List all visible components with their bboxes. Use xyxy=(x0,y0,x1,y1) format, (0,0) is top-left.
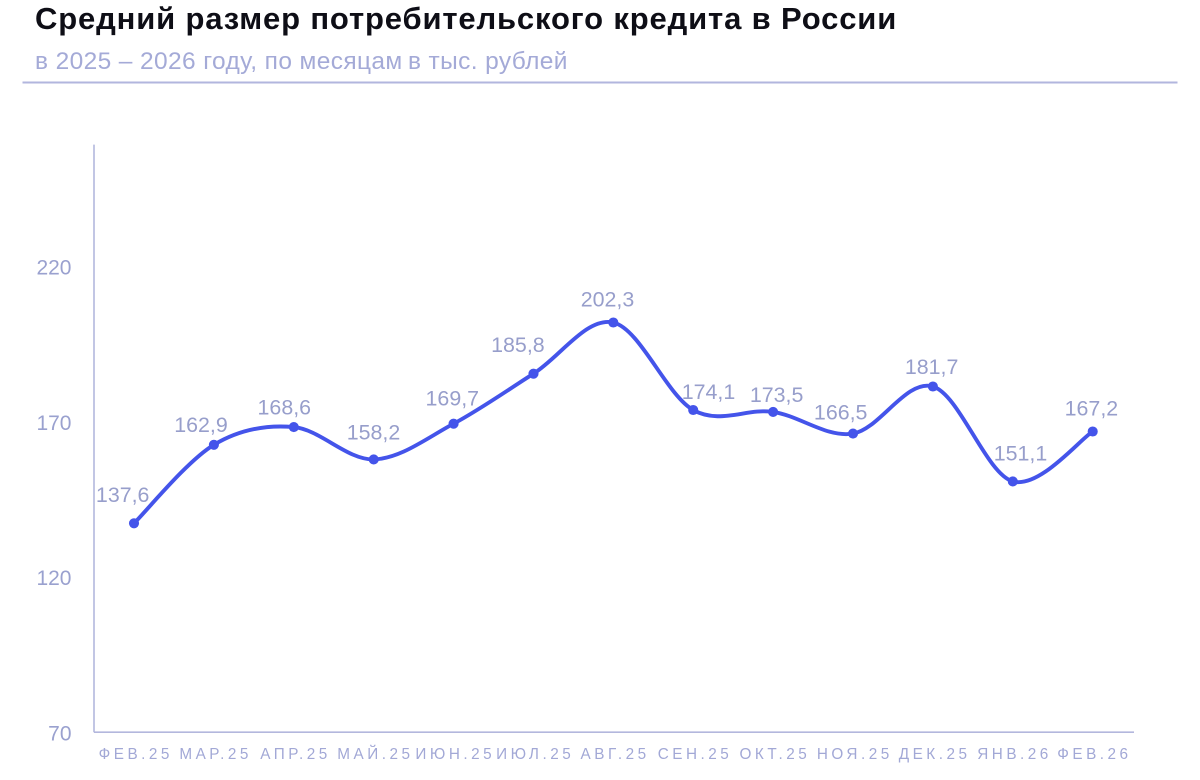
svg-text:162,9: 162,9 xyxy=(174,413,228,437)
svg-text:220: 220 xyxy=(36,257,71,280)
svg-text:ИЮЛ.25: ИЮЛ.25 xyxy=(496,746,574,763)
svg-text:МАР.25: МАР.25 xyxy=(179,746,252,763)
svg-text:АПР.25: АПР.25 xyxy=(260,746,331,763)
svg-text:181,7: 181,7 xyxy=(905,355,959,379)
svg-text:158,2: 158,2 xyxy=(347,421,401,445)
svg-text:ФЕВ.25: ФЕВ.25 xyxy=(99,746,173,763)
svg-text:166,5: 166,5 xyxy=(814,400,868,424)
svg-text:НОЯ.25: НОЯ.25 xyxy=(817,746,893,763)
svg-text:МАЙ.25: МАЙ.25 xyxy=(337,745,413,763)
svg-text:151,1: 151,1 xyxy=(994,442,1048,466)
svg-text:173,5: 173,5 xyxy=(750,383,804,407)
svg-text:АВГ.25: АВГ.25 xyxy=(581,746,650,763)
svg-text:70: 70 xyxy=(48,722,71,745)
svg-text:ФЕВ.26: ФЕВ.26 xyxy=(1057,746,1131,763)
svg-text:170: 170 xyxy=(36,412,71,435)
svg-text:174,1: 174,1 xyxy=(682,380,736,404)
svg-text:ИЮН.25: ИЮН.25 xyxy=(415,746,495,763)
svg-text:ОКТ.25: ОКТ.25 xyxy=(740,746,811,763)
svg-text:120: 120 xyxy=(36,567,71,590)
svg-text:185,8: 185,8 xyxy=(491,333,545,357)
svg-text:СЕН.25: СЕН.25 xyxy=(658,746,733,763)
svg-text:ДЕК.25: ДЕК.25 xyxy=(899,746,971,763)
svg-text:ЯНВ.26: ЯНВ.26 xyxy=(977,746,1052,763)
svg-text:202,3: 202,3 xyxy=(581,288,635,312)
svg-text:167,2: 167,2 xyxy=(1065,396,1119,420)
svg-text:169,7: 169,7 xyxy=(426,386,480,410)
svg-text:137,6: 137,6 xyxy=(96,483,150,507)
svg-text:168,6: 168,6 xyxy=(258,396,312,420)
